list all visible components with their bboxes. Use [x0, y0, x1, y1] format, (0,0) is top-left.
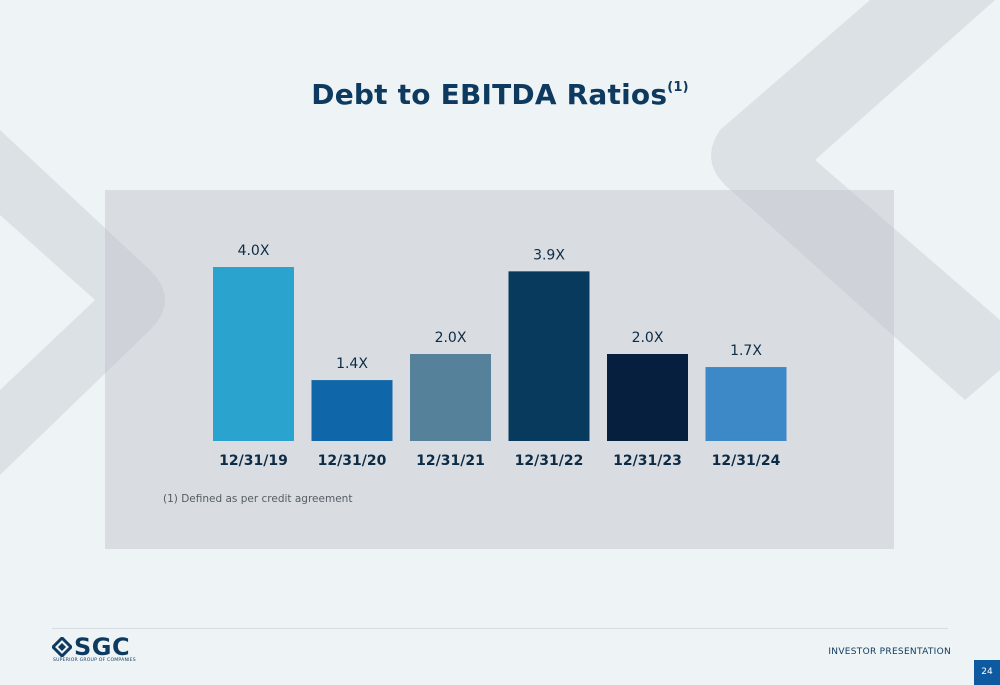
bar-12-31-19	[213, 267, 294, 441]
logo-subtitle: SUPERIOR GROUP OF COMPANIES	[53, 658, 136, 663]
bar-value-label: 2.0X	[435, 330, 467, 346]
x-tick-label: 12/31/21	[416, 453, 485, 469]
footer-label: INVESTOR PRESENTATION	[828, 647, 951, 657]
page-number: 24	[974, 660, 1000, 685]
footnote: (1) Defined as per credit agreement	[163, 493, 353, 505]
bar-12-31-23	[607, 354, 688, 441]
page-title: Debt to EBITDA Ratios(1)	[0, 78, 1000, 111]
bar-12-31-21	[410, 354, 491, 441]
footer-divider	[52, 628, 948, 629]
x-tick-label: 12/31/24	[712, 453, 781, 469]
x-tick-label: 12/31/20	[318, 453, 387, 469]
bar-12-31-22	[508, 271, 590, 441]
bar-12-31-24	[705, 367, 787, 441]
x-tick-label: 12/31/23	[613, 453, 682, 469]
page-title-text: Debt to EBITDA Ratios	[311, 78, 668, 111]
bar-value-label: 1.4X	[336, 356, 368, 372]
bar-chart: 4.0X 12/31/19 1.4X 12/31/20 2.0X 12/31/21 3.9X…	[213, 243, 787, 469]
bar-value-label: 1.7X	[730, 343, 762, 359]
logo-mark-icon	[52, 637, 72, 657]
bar-value-label: 2.0X	[632, 330, 664, 346]
bar-value-label: 4.0X	[238, 243, 270, 259]
bar-value-label: 3.9X	[533, 247, 565, 263]
bar-12-31-20	[311, 380, 393, 441]
x-tick-label: 12/31/19	[219, 453, 288, 469]
title-footnote-marker: (1)	[667, 80, 689, 95]
x-tick-label: 12/31/22	[515, 453, 584, 469]
logo-text: SGC	[74, 633, 131, 661]
chart-panel: 4.0X 12/31/19 1.4X 12/31/20 2.0X 12/31/21 3.9X…	[105, 190, 894, 549]
company-logo: SGC SUPERIOR GROUP OF COMPANIES	[52, 633, 147, 665]
